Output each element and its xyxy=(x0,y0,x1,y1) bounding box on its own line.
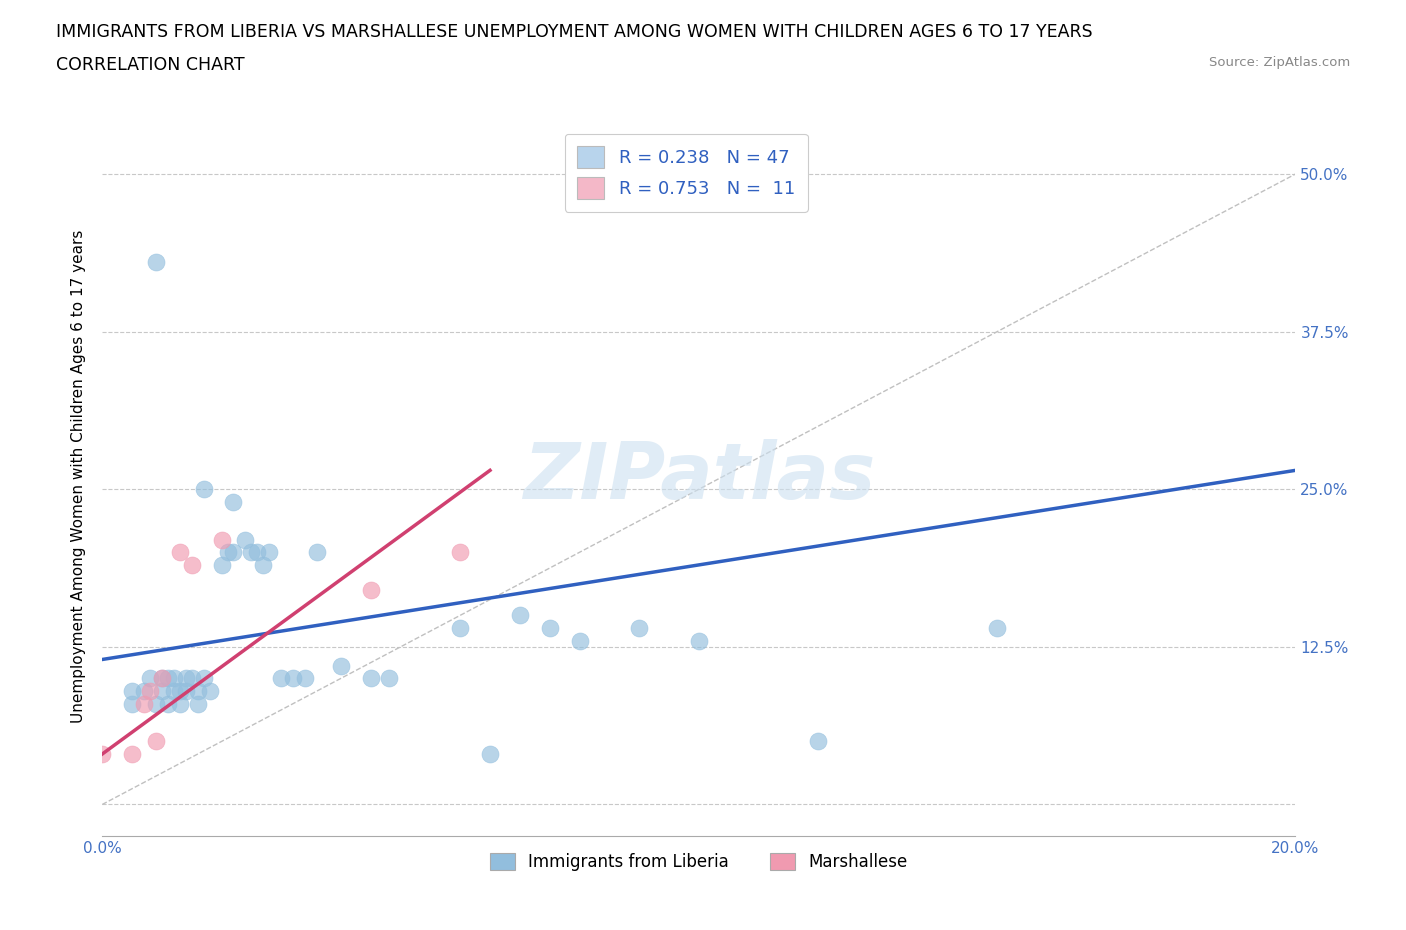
Point xyxy=(240,545,263,560)
Text: CORRELATION CHART: CORRELATION CHART xyxy=(56,56,245,73)
Point xyxy=(139,684,162,698)
Point xyxy=(329,658,352,673)
Point xyxy=(568,633,591,648)
Point xyxy=(222,545,245,560)
Point xyxy=(509,608,531,623)
Point xyxy=(121,697,143,711)
Point xyxy=(132,684,155,698)
Point xyxy=(163,671,186,685)
Point xyxy=(688,633,710,648)
Point xyxy=(163,684,186,698)
Point xyxy=(121,684,143,698)
Point xyxy=(145,255,167,270)
Point xyxy=(252,557,274,572)
Point xyxy=(156,697,179,711)
Point xyxy=(807,734,830,749)
Point xyxy=(169,545,191,560)
Point xyxy=(169,684,191,698)
Point xyxy=(211,532,233,547)
Point xyxy=(150,671,173,685)
Point xyxy=(193,671,215,685)
Point xyxy=(187,697,209,711)
Point xyxy=(217,545,239,560)
Point xyxy=(235,532,257,547)
Point xyxy=(139,671,162,685)
Point xyxy=(628,620,651,635)
Point xyxy=(198,684,221,698)
Point xyxy=(281,671,304,685)
Point xyxy=(259,545,281,560)
Point xyxy=(294,671,316,685)
Text: Source: ZipAtlas.com: Source: ZipAtlas.com xyxy=(1209,56,1350,69)
Point xyxy=(360,583,382,598)
Point xyxy=(449,620,471,635)
Point xyxy=(193,482,215,497)
Point xyxy=(121,747,143,762)
Point xyxy=(270,671,292,685)
Point xyxy=(150,671,173,685)
Point xyxy=(174,684,197,698)
Point xyxy=(132,697,155,711)
Text: IMMIGRANTS FROM LIBERIA VS MARSHALLESE UNEMPLOYMENT AMONG WOMEN WITH CHILDREN AG: IMMIGRANTS FROM LIBERIA VS MARSHALLESE U… xyxy=(56,23,1092,41)
Point xyxy=(180,671,202,685)
Point xyxy=(145,697,167,711)
Point xyxy=(211,557,233,572)
Point xyxy=(222,495,245,510)
Point xyxy=(538,620,561,635)
Point xyxy=(169,697,191,711)
Point xyxy=(187,684,209,698)
Point xyxy=(986,620,1008,635)
Point xyxy=(246,545,269,560)
Point xyxy=(377,671,399,685)
Point xyxy=(305,545,328,560)
Point xyxy=(174,671,197,685)
Point xyxy=(360,671,382,685)
Text: ZIPatlas: ZIPatlas xyxy=(523,439,875,514)
Point xyxy=(145,734,167,749)
Point xyxy=(91,747,114,762)
Point xyxy=(180,557,202,572)
Point xyxy=(449,545,471,560)
Point xyxy=(156,671,179,685)
Point xyxy=(150,684,173,698)
Y-axis label: Unemployment Among Women with Children Ages 6 to 17 years: Unemployment Among Women with Children A… xyxy=(72,230,86,724)
Legend: Immigrants from Liberia, Marshallese: Immigrants from Liberia, Marshallese xyxy=(484,846,915,878)
Point xyxy=(479,747,502,762)
